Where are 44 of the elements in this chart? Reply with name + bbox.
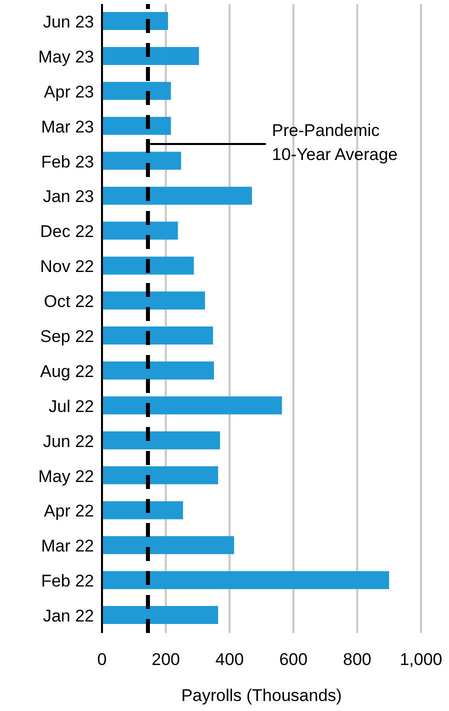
y-tick-label: Feb 22 [41, 572, 94, 591]
x-tick-label: 400 [215, 650, 244, 670]
bar [102, 501, 184, 520]
bar [102, 46, 199, 65]
bar [102, 536, 234, 554]
y-tick-label: Mar 23 [41, 117, 94, 136]
bar [102, 152, 182, 170]
y-tick-label: Oct 22 [44, 292, 94, 312]
y-tick-label: Apr 22 [44, 502, 94, 521]
bar [102, 431, 220, 450]
bar [102, 361, 214, 380]
x-tick-label: 0 [97, 650, 107, 670]
y-tick-label: May 23 [38, 47, 94, 66]
bar [102, 326, 214, 344]
bar [102, 571, 390, 590]
bar [102, 606, 218, 624]
y-tick-label: Sep 22 [40, 327, 94, 346]
x-tick-label: 600 [279, 650, 308, 670]
y-tick-label: Mar 22 [41, 536, 94, 556]
y-tick-label: Jan 22 [42, 606, 94, 626]
bar [102, 186, 252, 205]
y-tick-label: Jan 23 [42, 187, 94, 206]
y-tick-label: Jul 22 [48, 396, 94, 416]
bar [102, 256, 194, 275]
bar [102, 466, 218, 484]
x-tick-label: 200 [152, 650, 180, 670]
y-tick-label: Nov 22 [40, 257, 94, 276]
bar [102, 12, 168, 30]
x-tick-label: 1,000 [400, 650, 442, 670]
bar [102, 222, 178, 240]
y-tick-label: May 22 [38, 466, 94, 486]
y-tick-label: Jun 22 [42, 432, 94, 451]
bar [102, 396, 282, 414]
bar [102, 116, 171, 135]
y-tick-label: Dec 22 [40, 222, 94, 242]
y-tick-label: Apr 23 [44, 82, 94, 102]
y-tick-label: Feb 23 [41, 152, 94, 172]
bar [102, 292, 206, 310]
ref-line-label: Pre-Pandemic 10-Year Average [272, 121, 398, 164]
y-tick-label: Jun 23 [42, 12, 94, 32]
y-tick-label: Aug 22 [40, 362, 94, 381]
x-tick-label: 800 [343, 650, 372, 670]
x-axis-title: Payrolls (Thousands) [181, 686, 342, 705]
bar [102, 82, 171, 100]
